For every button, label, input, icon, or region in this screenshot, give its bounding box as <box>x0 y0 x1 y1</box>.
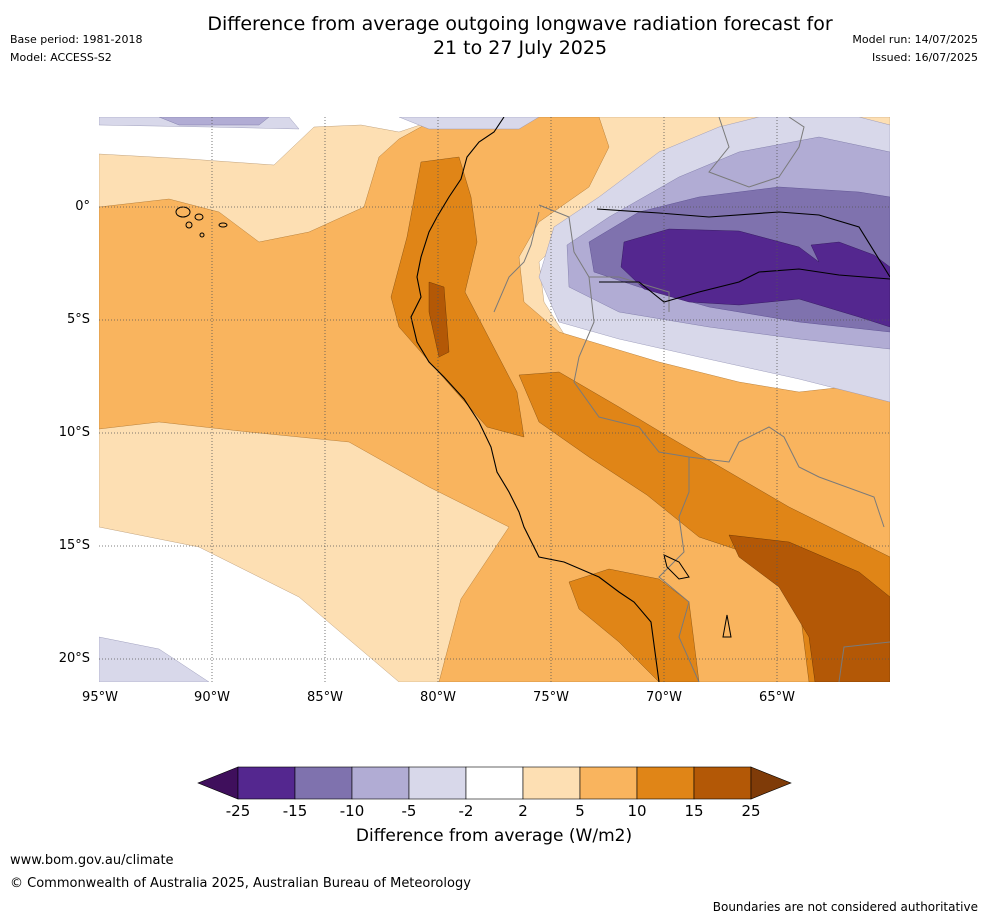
colorbar-extend-high <box>750 766 792 800</box>
colorbar <box>197 766 792 800</box>
title-line-2: 21 to 27 July 2025 <box>432 37 608 59</box>
lat-label-5s: 5°S <box>66 312 90 327</box>
colorbar-cells <box>197 766 792 800</box>
lon-label-85w: 85°W <box>307 690 343 705</box>
model-text: Model: ACCESS-S2 <box>10 51 112 64</box>
disclaimer-text: Boundaries are not considered authoritat… <box>712 900 978 914</box>
lat-label-20s: 20°S <box>58 651 90 666</box>
colorbar-cell <box>636 766 695 800</box>
colorbar-cell <box>408 766 467 800</box>
model-run-text: Model run: 14/07/2025 <box>852 33 978 46</box>
colorbar-tick-label: 25 <box>741 802 761 820</box>
issued-text: Issued: 16/07/2025 <box>871 51 978 64</box>
colorbar-tick-label: -15 <box>282 802 308 820</box>
contour-deep-orange <box>428 281 890 682</box>
colorbar-tick-label: -10 <box>339 802 365 820</box>
colorbar-tick-label: 10 <box>627 802 647 820</box>
lon-label-95w: 95°W <box>82 690 118 705</box>
lake-titicaca <box>663 554 732 638</box>
colorbar-cell <box>351 766 410 800</box>
colorbar-tick-label: -5 <box>401 802 417 820</box>
colorbar-cell <box>579 766 638 800</box>
graticule <box>99 117 890 682</box>
lon-label-75w: 75°W <box>533 690 569 705</box>
map-title: Difference from average outgoing longwav… <box>120 12 920 60</box>
lat-label-0: 0° <box>75 199 90 214</box>
lon-label-80w: 80°W <box>420 690 456 705</box>
colorbar-cell <box>522 766 581 800</box>
base-period-text: Base period: 1981-2018 <box>10 33 143 46</box>
colorbar-extend-low <box>197 766 239 800</box>
galapagos-islands <box>175 206 228 238</box>
colorbar-tick-label: -25 <box>225 802 251 820</box>
coastline <box>410 117 890 682</box>
lat-label-15s: 15°S <box>58 538 90 553</box>
lat-label-10s: 10°S <box>58 425 90 440</box>
title-line-1: Difference from average outgoing longwav… <box>207 13 833 35</box>
colorbar-cell <box>237 766 296 800</box>
lon-label-70w: 70°W <box>646 690 682 705</box>
colorbar-tick-label: 15 <box>684 802 704 820</box>
lon-label-90w: 90°W <box>194 690 230 705</box>
contour-deep-purple <box>620 228 890 328</box>
colorbar-title: Difference from average (W/m2) <box>355 826 633 846</box>
colorbar-cell <box>693 766 752 800</box>
meta-left: Base period: 1981-2018 Model: ACCESS-S2 <box>10 33 142 69</box>
colorbar-cell <box>294 766 353 800</box>
colorbar-cell <box>465 766 524 800</box>
colorbar-tick-label: -2 <box>458 802 474 820</box>
bom-website-link[interactable]: www.bom.gov.au/climate <box>10 853 174 868</box>
colorbar-tick-label: 5 <box>575 802 585 820</box>
colorbar-tick-label: 2 <box>518 802 528 820</box>
country-borders <box>493 117 890 682</box>
meta-right: Model run: 14/07/2025 Issued: 16/07/2025 <box>852 33 978 69</box>
olr-anomaly-map <box>99 117 890 682</box>
copyright-text: © Commonwealth of Australia 2025, Austra… <box>10 876 471 891</box>
lon-label-65w: 65°W <box>759 690 795 705</box>
